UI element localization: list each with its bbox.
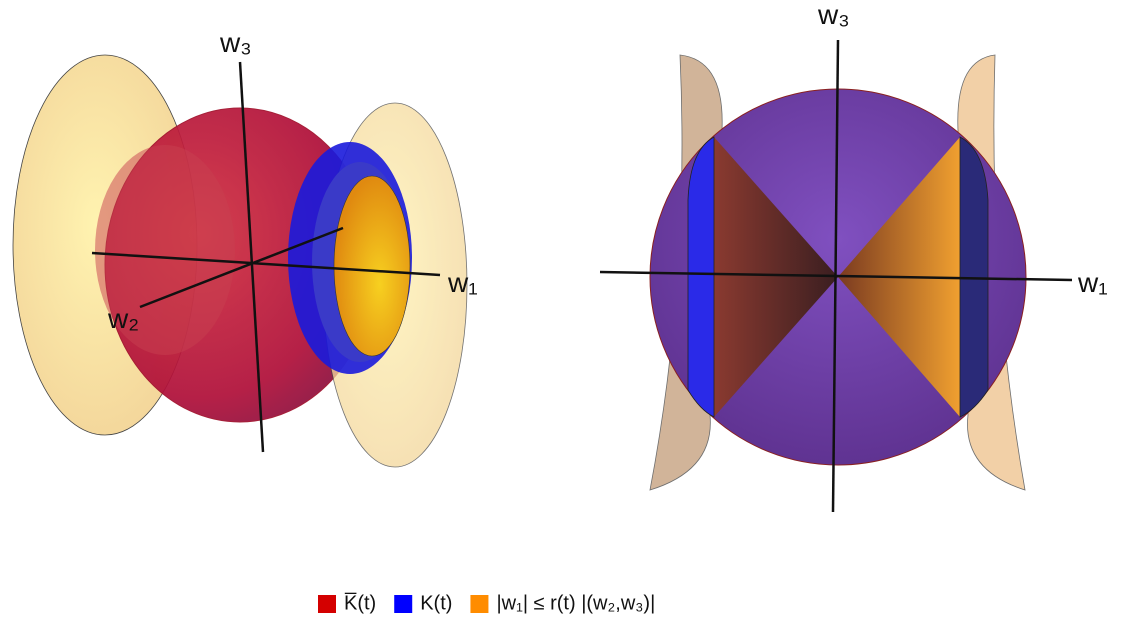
body: w₃ w₁ w₂ w₃ w₁ K̅(t) K(t) |w₁| ≤ r(t) |(w₂… [0, 0, 1127, 624]
figure: w₃ w₁ w₂ w₃ w₁ K̅(t) K(t) |w₁| ≤ r(t) |(w₂… [0, 0, 1127, 624]
cone-cap [334, 176, 410, 356]
legend-label: K(t) [420, 592, 452, 614]
legend-label: |w₁| ≤ r(t) |(w₂,w₃)| [496, 592, 655, 614]
right-plot: w₃ w₁ [600, 0, 1108, 512]
legend: K̅(t) K(t) |w₁| ≤ r(t) |(w₂,w₃)| [318, 591, 655, 614]
legend-swatch [318, 595, 336, 613]
legend-swatch [470, 595, 488, 613]
axis-label: w₂ [107, 303, 139, 334]
page: Sets in w-space {"left_plot": {"axis_lab… [0, 0, 1127, 624]
legend-label: K̅(t) [344, 591, 376, 614]
axis-label: w₁ [447, 267, 478, 298]
legend-swatch [394, 595, 412, 613]
axis-label: w₃ [219, 27, 252, 58]
band-left [688, 137, 714, 417]
left-plot: w₃ w₁ w₂ [13, 27, 478, 467]
axis-label: w₁ [1077, 267, 1108, 298]
axis-label: w₃ [817, 0, 850, 30]
